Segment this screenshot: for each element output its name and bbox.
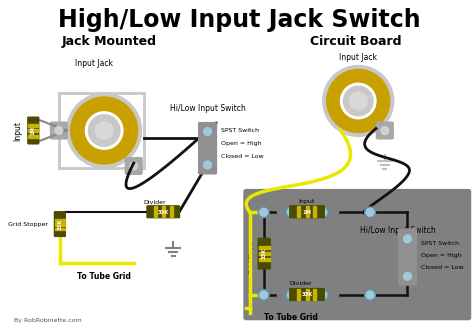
FancyBboxPatch shape [290, 289, 324, 300]
Circle shape [287, 291, 295, 299]
Circle shape [318, 207, 328, 218]
FancyBboxPatch shape [125, 157, 142, 174]
Bar [313, 289, 316, 300]
Bar [170, 206, 173, 217]
FancyBboxPatch shape [376, 122, 393, 139]
Circle shape [71, 97, 137, 164]
Bar [259, 246, 270, 249]
Text: Grid Stopper: Grid Stopper [249, 234, 255, 274]
Text: 33K: 33K [158, 210, 169, 215]
Circle shape [286, 207, 297, 218]
Circle shape [130, 162, 137, 170]
Bar [259, 258, 270, 261]
Bar [306, 206, 309, 217]
Text: 1M: 1M [302, 210, 311, 215]
Circle shape [55, 127, 63, 134]
Text: Input Jack: Input Jack [339, 53, 377, 62]
Text: Input: Input [299, 199, 315, 204]
Bar [154, 206, 157, 217]
Bar [297, 206, 300, 217]
Bar [28, 135, 38, 138]
FancyBboxPatch shape [258, 238, 270, 269]
FancyBboxPatch shape [290, 206, 324, 218]
Circle shape [365, 207, 375, 218]
Text: 33K: 33K [57, 218, 63, 230]
FancyBboxPatch shape [399, 229, 416, 285]
Text: Grid Stopper: Grid Stopper [8, 222, 48, 227]
Bar [55, 219, 65, 222]
Text: Divider: Divider [290, 281, 312, 286]
Circle shape [89, 115, 120, 146]
Text: Closed = Low: Closed = Low [421, 265, 464, 270]
Text: Hi/Low Input Switch: Hi/Low Input Switch [360, 226, 436, 236]
Circle shape [260, 291, 268, 299]
Bar [297, 289, 300, 300]
Circle shape [287, 208, 295, 216]
Text: Divider: Divider [144, 200, 166, 205]
Text: Input Jack: Input Jack [75, 59, 113, 68]
FancyBboxPatch shape [51, 122, 67, 139]
Text: Input: Input [13, 120, 22, 140]
Bar [28, 124, 38, 127]
FancyBboxPatch shape [244, 190, 471, 319]
Circle shape [260, 208, 268, 216]
Circle shape [381, 127, 389, 134]
Text: SPST Switch: SPST Switch [421, 241, 459, 246]
Circle shape [318, 290, 328, 300]
FancyBboxPatch shape [147, 206, 180, 218]
Bar [259, 252, 270, 255]
Text: 33K: 33K [261, 248, 266, 259]
Text: 1M: 1M [31, 126, 36, 135]
Circle shape [344, 86, 373, 116]
Bar [55, 228, 65, 231]
Circle shape [323, 66, 394, 136]
Circle shape [204, 128, 211, 135]
Circle shape [403, 272, 411, 280]
Text: Open = High: Open = High [421, 253, 462, 258]
Circle shape [85, 112, 123, 149]
Circle shape [340, 83, 376, 119]
Bar [162, 206, 165, 217]
Text: High/Low Input Jack Switch: High/Low Input Jack Switch [58, 8, 420, 32]
Text: 33K: 33K [301, 293, 313, 297]
Circle shape [204, 161, 211, 169]
Bar [55, 223, 65, 226]
Text: Closed = Low: Closed = Low [221, 154, 264, 159]
Circle shape [319, 208, 327, 216]
Circle shape [327, 70, 390, 133]
Circle shape [95, 122, 113, 139]
Bar [313, 206, 316, 217]
FancyBboxPatch shape [28, 117, 39, 144]
Circle shape [403, 235, 411, 243]
Circle shape [366, 291, 374, 299]
Bar [28, 129, 38, 132]
Text: By RobRobinette.com: By RobRobinette.com [14, 318, 82, 323]
Text: Hi/Low Input Switch: Hi/Low Input Switch [170, 104, 246, 113]
FancyBboxPatch shape [55, 212, 65, 236]
FancyBboxPatch shape [199, 123, 217, 174]
Circle shape [349, 92, 367, 110]
Circle shape [67, 93, 142, 168]
Circle shape [365, 290, 375, 300]
Text: Jack Mounted: Jack Mounted [62, 35, 156, 49]
Text: To Tube Grid: To Tube Grid [77, 272, 131, 281]
Circle shape [286, 290, 297, 300]
Circle shape [319, 291, 327, 299]
Circle shape [258, 207, 269, 218]
Text: To Tube Grid: To Tube Grid [264, 313, 318, 322]
Bar [306, 289, 309, 300]
Circle shape [366, 208, 374, 216]
Text: Open = High: Open = High [221, 141, 262, 146]
Text: SPST Switch: SPST Switch [221, 128, 259, 133]
Circle shape [258, 290, 269, 300]
Text: Circuit Board: Circuit Board [310, 35, 401, 49]
